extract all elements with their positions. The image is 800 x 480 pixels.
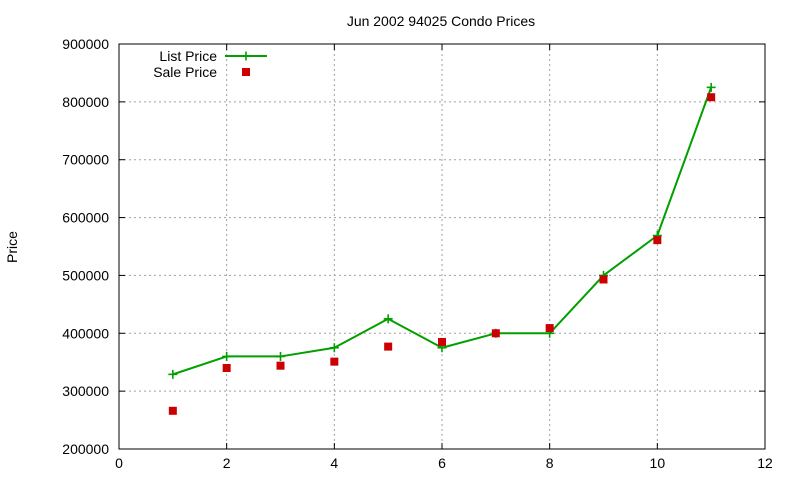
legend-marker-swatch: [242, 68, 250, 76]
y-tick-label: 400000: [62, 325, 109, 341]
data-point-marker: [384, 342, 393, 351]
x-tick-label: 10: [650, 455, 666, 471]
legend-label: List Price: [159, 48, 217, 64]
series-list-price: [168, 82, 716, 379]
y-tick-label: 300000: [62, 383, 109, 399]
legend-marker-swatch: [241, 51, 251, 61]
data-point-marker: [599, 275, 608, 284]
y-axis-label: Price: [4, 231, 20, 263]
legend-item: List Price: [159, 48, 267, 64]
y-tick-label: 500000: [62, 267, 109, 283]
legend-label: Sale Price: [153, 64, 217, 80]
data-point-marker: [706, 82, 716, 92]
data-point-marker: [653, 236, 662, 245]
series-layer: [168, 82, 716, 415]
data-point-marker: [222, 351, 232, 361]
x-tick-label: 0: [115, 455, 123, 471]
data-point-marker: [168, 369, 178, 379]
data-point-marker: [545, 324, 554, 333]
data-point-marker: [276, 351, 285, 361]
y-tick-label: 700000: [62, 152, 109, 168]
y-tick-label: 600000: [62, 210, 109, 226]
legend-item: Sale Price: [153, 64, 250, 80]
data-point-marker: [330, 357, 339, 366]
data-point-marker: [329, 343, 339, 353]
x-tick-label: 8: [546, 455, 554, 471]
series-sale-price: [168, 93, 716, 415]
data-point-marker: [168, 406, 177, 415]
axis-ticks: 0 2 4 6 8 10 12 200000 300000 400000 500000 600000 7…: [62, 36, 773, 471]
data-point-marker: [707, 93, 716, 102]
chart-title: Jun 2002 94025 Condo Prices: [347, 13, 535, 29]
data-point-marker: [438, 337, 446, 346]
y-tick-label: 900000: [62, 36, 109, 52]
y-tick-label: 800000: [62, 94, 109, 110]
x-tick-label: 6: [438, 455, 446, 471]
x-tick-label: 2: [223, 455, 231, 471]
data-point-marker: [222, 364, 231, 372]
x-tick-label: 4: [330, 455, 338, 471]
y-tick-label: 200000: [62, 441, 109, 457]
data-point-marker: [383, 314, 393, 324]
data-point-marker: [276, 361, 285, 370]
data-point-marker: [491, 329, 500, 338]
x-tick-label: 12: [757, 455, 773, 471]
